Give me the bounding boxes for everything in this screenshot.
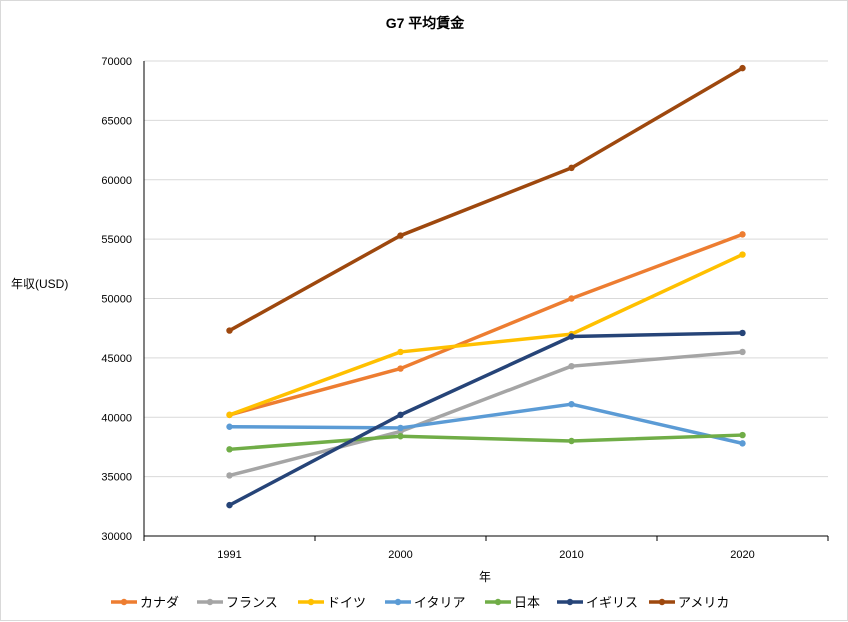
y-tick-label: 55000 (101, 234, 132, 246)
legend-label: 日本 (514, 595, 540, 610)
series-2 (226, 348, 746, 479)
y-tick-label: 30000 (101, 531, 132, 543)
series-line (227, 66, 745, 333)
series-3 (226, 251, 746, 419)
legend-swatch-marker (658, 598, 666, 606)
legend-label: フランス (226, 595, 278, 610)
series-6 (226, 329, 746, 509)
y-tick-label: 50000 (101, 294, 132, 306)
data-point (226, 327, 233, 334)
data-point (568, 333, 575, 340)
gridlines (144, 60, 828, 478)
data-point (397, 365, 404, 372)
data-point (568, 362, 575, 370)
legend-label: イギリス (586, 595, 638, 610)
y-tick-label: 40000 (101, 412, 132, 424)
x-tick-label: 2010 (559, 549, 583, 561)
x-axis-label: 年 (479, 570, 491, 584)
data-point (226, 446, 233, 453)
legend-swatch-marker (206, 598, 214, 606)
data-point (739, 64, 746, 72)
data-point (397, 411, 404, 419)
series-line (227, 331, 745, 507)
y-tick-label: 45000 (101, 353, 132, 365)
y-axis-label: 年収(USD) (11, 277, 68, 291)
legend-swatch-marker (120, 598, 128, 606)
data-point (739, 348, 746, 356)
data-point (739, 329, 746, 337)
series-line (227, 252, 745, 417)
data-point (568, 437, 575, 445)
data-point (739, 251, 746, 258)
legend-item: 日本 (485, 595, 540, 610)
y-tick-label: 35000 (101, 472, 132, 484)
series-line (227, 433, 745, 452)
axes (143, 61, 829, 541)
y-tick-labels: 30000 35000 40000 45000 50000 55000 60000 65000… (101, 56, 132, 543)
legend-item: カナダ (111, 595, 179, 610)
data-point (397, 348, 404, 356)
series-line (227, 232, 745, 417)
x-tick-label: 1991 (217, 549, 241, 561)
legend-label: イタリア (414, 595, 465, 610)
x-tick-label: 2020 (730, 549, 754, 561)
legend-label: ドイツ (327, 595, 366, 610)
data-point (739, 440, 746, 447)
series-1 (226, 231, 746, 419)
y-tick-label: 70000 (101, 56, 132, 68)
legend-item: フランス (197, 595, 278, 610)
x-tick-labels: 1991 2000 2010 2020 (217, 549, 754, 561)
data-point (397, 433, 404, 440)
legend-label: カナダ (140, 595, 179, 610)
data-point (568, 400, 575, 408)
data-point (226, 411, 233, 419)
series-line (227, 350, 745, 478)
series-line (227, 402, 745, 446)
legend-item: イギリス (557, 595, 638, 610)
legend-swatch-marker (494, 598, 502, 606)
chart-title: G7 平均賃金 (386, 15, 466, 31)
data-point (226, 501, 233, 509)
y-tick-label: 65000 (101, 115, 132, 127)
legend-swatch-marker (566, 598, 574, 606)
legend-item: イタリア (385, 595, 465, 610)
data-point (739, 431, 746, 439)
series-4 (226, 400, 746, 447)
series-lines (226, 64, 746, 509)
data-point (568, 295, 575, 302)
y-tick-label: 60000 (101, 175, 132, 187)
data-point (226, 423, 233, 430)
series-7 (226, 64, 746, 334)
data-point (226, 472, 233, 479)
legend-label: アメリカ (678, 595, 729, 610)
data-point (397, 424, 404, 432)
series-5 (226, 431, 746, 453)
x-tick-label: 2000 (388, 549, 412, 561)
data-point (568, 164, 575, 172)
legend-item: ドイツ (298, 595, 366, 610)
legend-swatch-marker (394, 598, 402, 606)
data-point (397, 232, 404, 239)
legend: カナダ フランス ドイツ イタリア 日本 イギリス アメリカ (111, 595, 729, 610)
legend-swatch-marker (307, 598, 315, 606)
data-point (739, 231, 746, 238)
legend-item: アメリカ (649, 595, 729, 610)
